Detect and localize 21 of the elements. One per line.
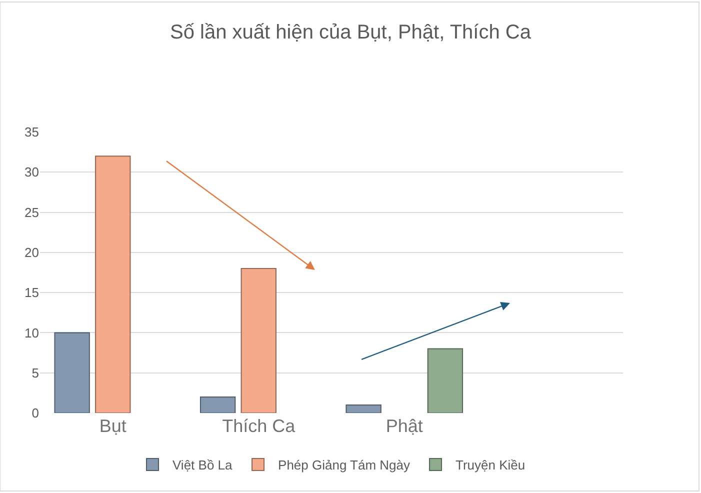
chart-title: Số lần xuất hiện của Bụt, Phật, Thích Ca <box>170 22 532 44</box>
legend-label: Việt Bồ La <box>172 458 234 473</box>
x-tick-label: Phật <box>386 416 423 436</box>
y-tick-label: 20 <box>24 244 39 260</box>
x-tick-label: Thích Ca <box>222 416 296 436</box>
legend-label: Phép Giảng Tám Ngày <box>278 458 411 473</box>
y-tick-label: 25 <box>24 204 39 220</box>
bar <box>95 156 131 413</box>
bar <box>427 348 464 413</box>
y-tick-label: 15 <box>24 285 39 300</box>
x-tick-label: Bụt <box>99 416 126 436</box>
y-tick-label: 0 <box>32 406 39 421</box>
bar <box>240 268 276 413</box>
y-tick-label: 10 <box>24 325 39 340</box>
y-tick-label: 30 <box>24 164 39 180</box>
bar <box>200 396 236 413</box>
bar <box>346 404 382 413</box>
bar <box>54 332 90 413</box>
y-tick-label: 35 <box>24 124 39 140</box>
y-tick-label: 5 <box>32 365 39 380</box>
legend-label: Truyện Kiều <box>456 458 526 473</box>
